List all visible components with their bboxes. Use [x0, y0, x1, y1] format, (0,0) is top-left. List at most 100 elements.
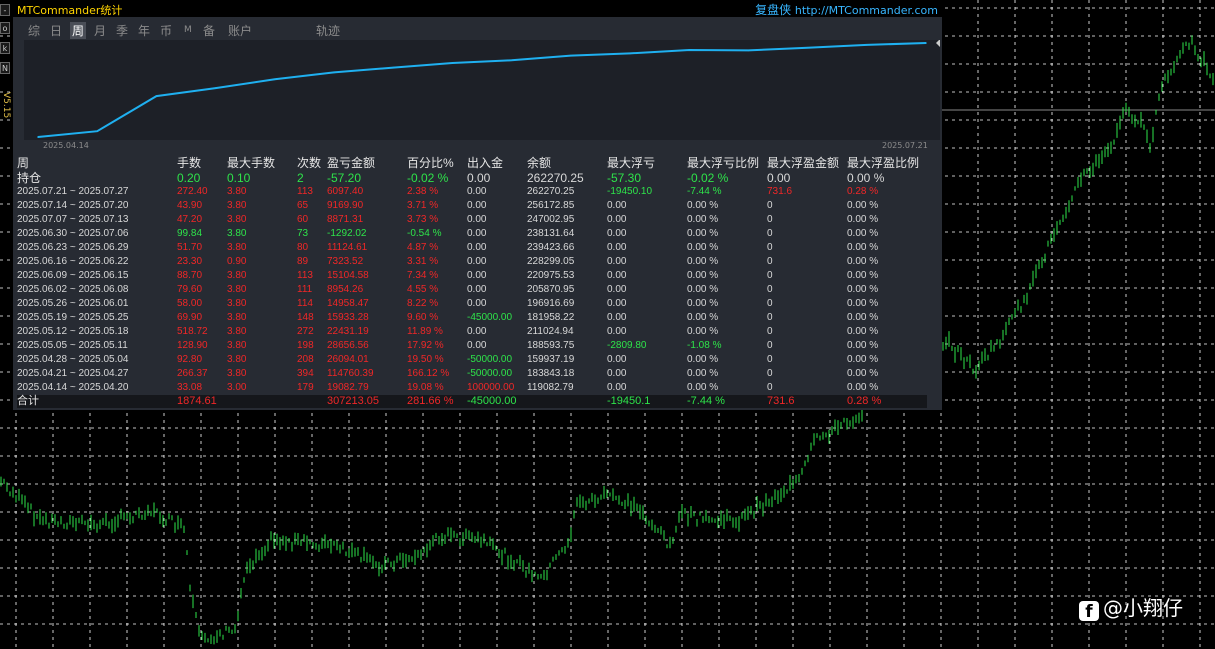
table-cell: 211024.94	[527, 326, 574, 337]
toolbar-button[interactable]: o	[0, 22, 10, 34]
table-row[interactable]: 2025.05.19 ~ 2025.05.25 69.90 3.80 148 15933…	[17, 311, 927, 325]
table-cell: 2025.05.19 ~ 2025.05.25	[17, 312, 129, 323]
table-cell: 33.08	[177, 382, 203, 393]
table-cell: 0.00	[467, 298, 487, 309]
table-cell: 0.00 %	[847, 354, 879, 365]
table-cell: 2025.05.12 ~ 2025.05.18	[17, 326, 129, 337]
table-cell: 0	[767, 242, 773, 253]
left-toolbar: - o k N V5.15	[0, 0, 12, 140]
table-cell: 0.00	[607, 312, 627, 323]
tab-week[interactable]: 周	[70, 22, 87, 39]
table-cell: 247002.95	[527, 214, 575, 225]
tab-quarter[interactable]: 季	[116, 24, 129, 38]
tab-account[interactable]: 账户	[228, 24, 253, 38]
equity-point	[214, 87, 217, 89]
tab-month[interactable]: 月	[94, 24, 107, 38]
table-cell: 79.60	[177, 284, 203, 295]
equity-chart-area	[24, 40, 940, 140]
table-row[interactable]: 2025.06.02 ~ 2025.06.08 79.60 3.80 111 8954.…	[17, 283, 927, 297]
table-cell: 0.00 %	[847, 326, 879, 337]
column-header[interactable]: 最大浮盈比例	[847, 156, 920, 170]
table-cell: 0.00	[767, 171, 791, 185]
tab-day[interactable]: 日	[50, 24, 63, 38]
table-cell: 731.6	[767, 395, 847, 408]
table-cell: 0.00	[607, 382, 627, 393]
toolbar-button[interactable]: k	[0, 42, 10, 54]
tab-symbol[interactable]: 币	[160, 24, 173, 38]
table-cell: 19.08 %	[407, 382, 444, 393]
table-cell: 0.00	[607, 326, 627, 337]
table-cell: 0.00 %	[687, 214, 719, 225]
column-header[interactable]: 周	[17, 156, 30, 170]
column-header[interactable]: 最大浮亏	[607, 156, 656, 170]
total-row[interactable]: 合计 1874.61 307213.05 281.66 % -45000.00 -1945…	[17, 395, 927, 408]
column-header[interactable]: 最大浮盈金额	[767, 156, 840, 170]
table-cell: 0.00	[467, 326, 487, 337]
brand-url[interactable]: http://MTCommander.com	[794, 4, 938, 17]
table-cell: 0.00 %	[847, 284, 879, 295]
table-row[interactable]: 2025.05.12 ~ 2025.05.18 518.72 3.80 272 2243…	[17, 325, 927, 339]
table-cell: 3.00	[227, 382, 247, 393]
holding-row[interactable]: 持仓 0.20 0.10 2 -57.20 -0.02 % 0.00 262270.25 -57…	[17, 171, 927, 185]
tab-notes[interactable]: 备	[203, 24, 216, 38]
tab-trajectory[interactable]: 轨迹	[316, 24, 341, 38]
table-row[interactable]: 2025.06.16 ~ 2025.06.22 23.30 0.90 89 7323.5…	[17, 255, 927, 269]
table-row[interactable]: 2025.07.14 ~ 2025.07.20 43.90 3.80 65 9169.9…	[17, 199, 927, 213]
table-cell: 256172.85	[527, 200, 575, 211]
table-row[interactable]: 2025.07.21 ~ 2025.07.27 272.40 3.80 113 6097…	[17, 185, 927, 199]
table-cell: 6097.40	[327, 186, 364, 197]
column-header[interactable]: 手数	[177, 156, 202, 170]
table-row[interactable]: 2025.04.28 ~ 2025.05.04 92.80 3.80 208 26094…	[17, 353, 927, 367]
table-row[interactable]: 2025.04.21 ~ 2025.04.27 266.37 3.80 394 1147…	[17, 367, 927, 381]
table-row[interactable]: 2025.06.30 ~ 2025.07.06 99.84 3.80 73 -1292.…	[17, 227, 927, 241]
table-cell: 0.00 %	[687, 256, 719, 267]
column-header[interactable]: 余额	[527, 156, 552, 170]
table-cell: 2	[297, 171, 304, 185]
table-cell: 2025.06.30 ~ 2025.07.06	[17, 228, 129, 239]
table-cell: 0.00	[607, 242, 627, 253]
table-row[interactable]: 2025.07.07 ~ 2025.07.13 47.20 3.80 60 8871.3…	[17, 213, 927, 227]
table-cell: -0.02 %	[687, 171, 729, 185]
table-cell: 22431.19	[327, 326, 369, 337]
table-cell: 238131.64	[527, 228, 575, 239]
table-row[interactable]: 2025.05.26 ~ 2025.06.01 58.00 3.80 114 14958…	[17, 297, 927, 311]
table-cell: 2025.07.14 ~ 2025.07.20	[17, 200, 129, 211]
table-row[interactable]: 2025.04.14 ~ 2025.04.20 33.08 3.00 179 19082…	[17, 381, 927, 395]
column-header[interactable]: 最大手数	[227, 156, 276, 170]
column-header[interactable]: 次数	[297, 156, 322, 170]
table-cell: 0.00	[607, 354, 627, 365]
toolbar-button[interactable]: N	[0, 62, 10, 74]
table-cell: 0.00 %	[687, 354, 719, 365]
table-cell: 239423.66	[527, 242, 575, 253]
table-row[interactable]: 2025.06.23 ~ 2025.06.29 51.70 3.80 80 11124.…	[17, 241, 927, 255]
column-header[interactable]: 出入金	[467, 156, 504, 170]
table-cell: 0.00 %	[687, 270, 719, 281]
table-row[interactable]: 2025.06.09 ~ 2025.06.15 88.70 3.80 113 15104…	[17, 269, 927, 283]
table-cell: 8954.26	[327, 284, 364, 295]
column-header[interactable]: 百分比%	[407, 156, 454, 170]
tab-summary[interactable]: 综	[28, 24, 41, 38]
tab-magic[interactable]: M	[184, 25, 192, 35]
table-cell: 3.80	[227, 284, 247, 295]
toolbar-button[interactable]: -	[0, 4, 10, 16]
table-cell: 0.00 %	[687, 382, 719, 393]
table-cell: 0.00 %	[847, 298, 879, 309]
brand-link[interactable]: 复盘侠 http://MTCommander.com	[755, 1, 938, 18]
table-cell: 3.80	[227, 186, 247, 197]
table-cell: 0.00	[467, 270, 487, 281]
table-cell: 113	[297, 186, 313, 197]
table-cell: 14958.47	[327, 298, 369, 309]
column-header[interactable]: 最大浮亏比例	[687, 156, 760, 170]
table-cell: 3.80	[227, 354, 247, 365]
column-header[interactable]: 盈亏金额	[327, 156, 376, 170]
table-cell: 0.00 %	[847, 242, 879, 253]
tab-year[interactable]: 年	[138, 24, 151, 38]
table-cell: 114760.39	[327, 368, 374, 379]
table-row[interactable]: 2025.05.05 ~ 2025.05.11 128.90 3.80 198 2865…	[17, 339, 927, 353]
table-cell: 0.00 %	[687, 228, 719, 239]
table-cell: 0	[767, 326, 773, 337]
table-cell: 166.12 %	[407, 368, 450, 379]
table-cell: 0.00	[467, 171, 491, 185]
table-cell: 0	[767, 312, 773, 323]
table-cell: 0.00	[467, 186, 487, 197]
